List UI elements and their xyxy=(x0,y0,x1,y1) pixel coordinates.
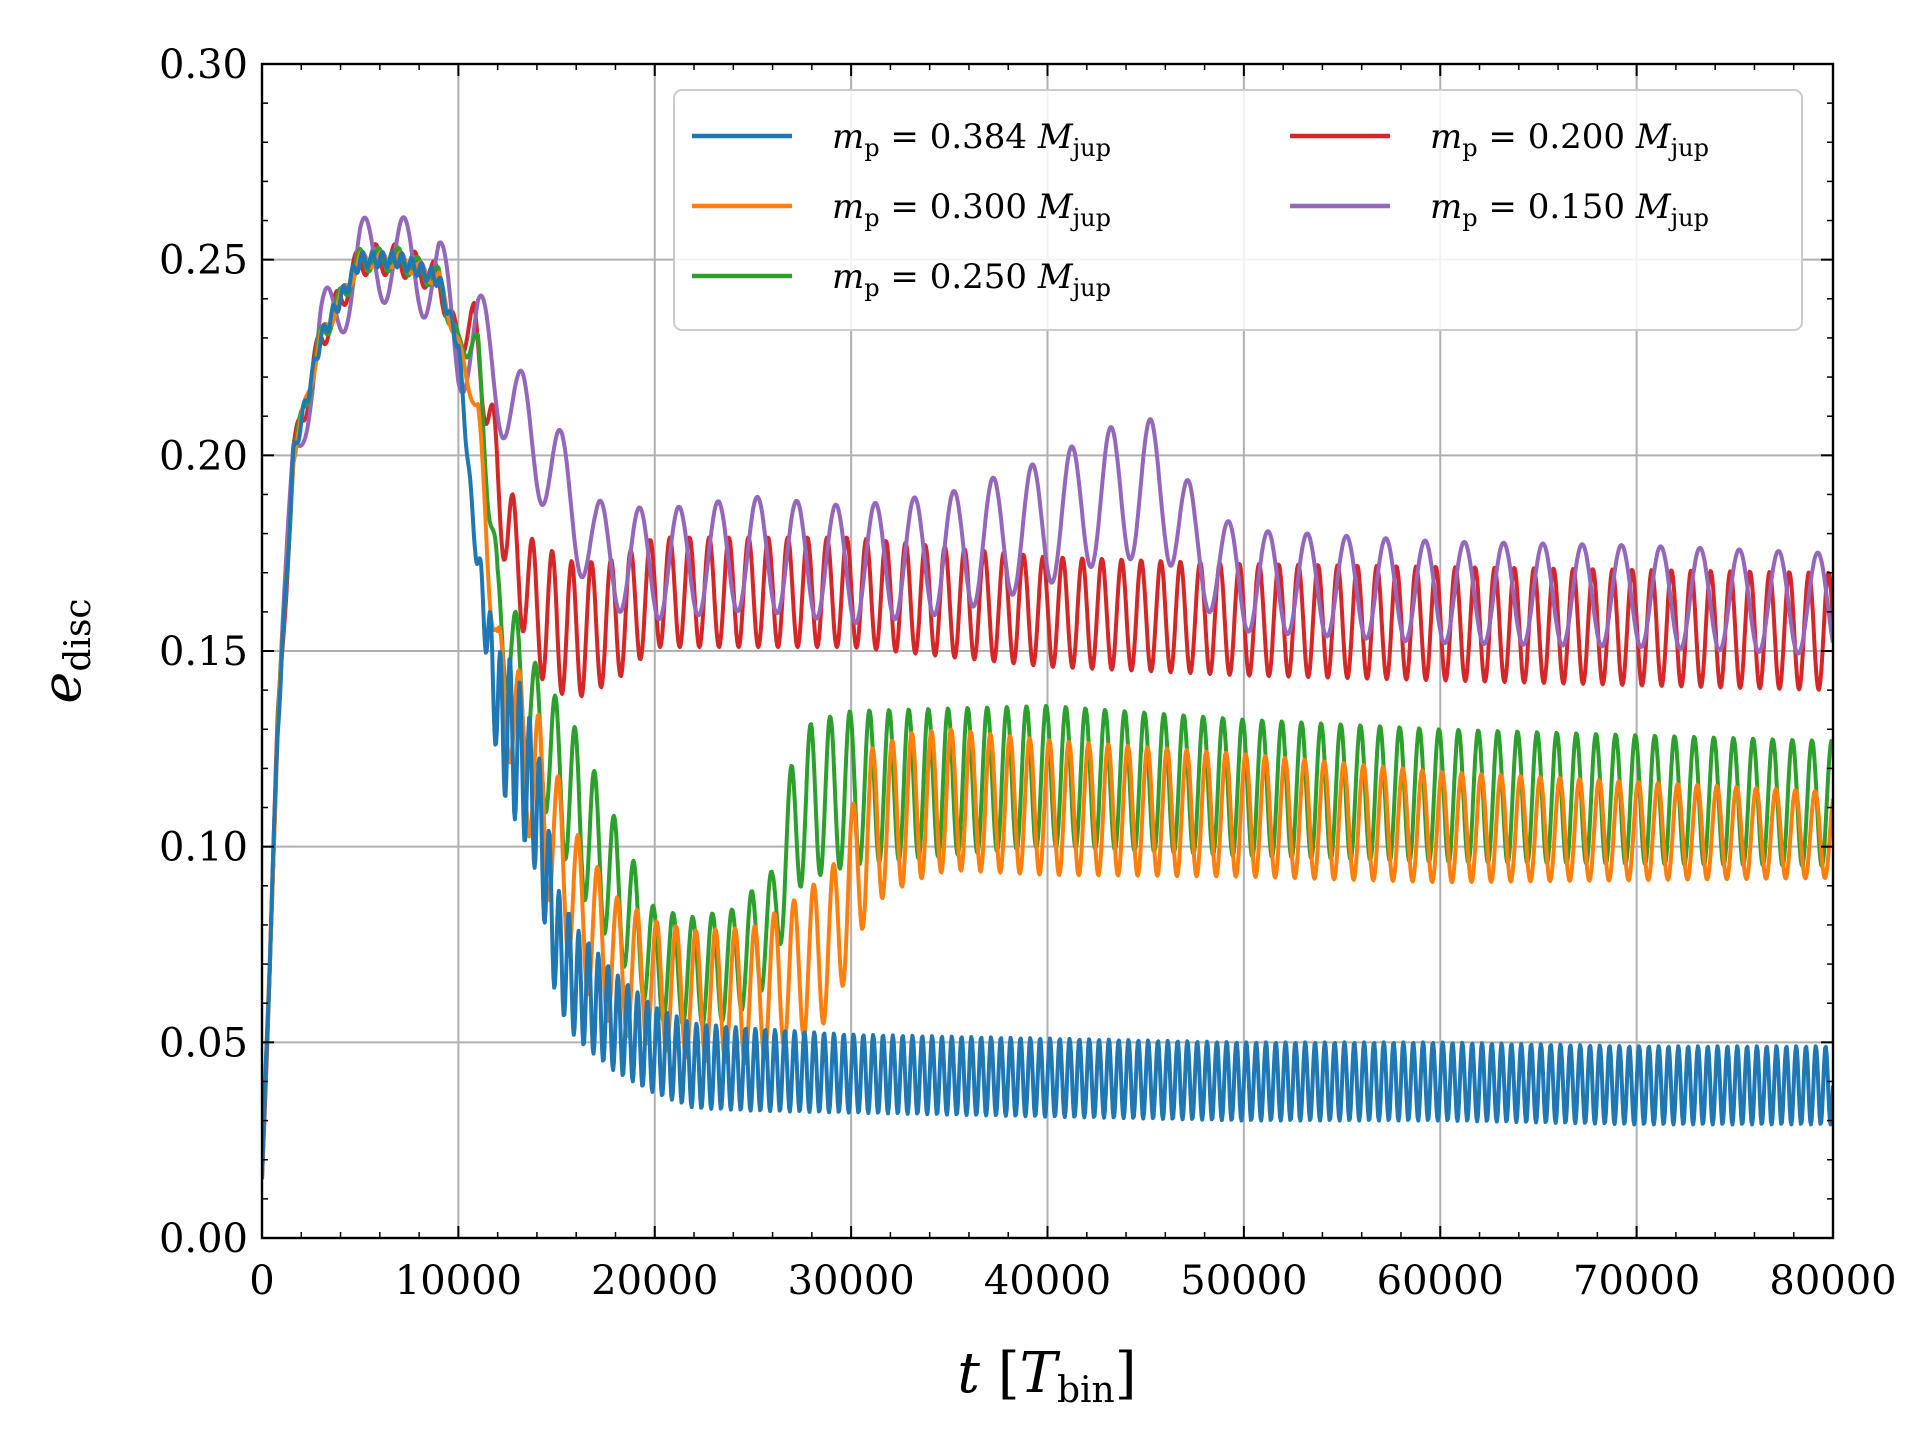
x-tick-label: 20000 xyxy=(591,1258,718,1304)
x-tick-label: 40000 xyxy=(984,1258,1111,1304)
series-line-1 xyxy=(262,249,1833,1173)
x-tick-label: 30000 xyxy=(788,1258,915,1304)
legend-item: mp = 0.250 Mjup xyxy=(692,257,1111,302)
legend-label: mp = 0.300 Mjup xyxy=(832,187,1111,232)
tick-labels: 0 10000 20000 30000 40000 50000 60000 70000 8000… xyxy=(159,42,1897,1304)
legend-box xyxy=(673,89,1803,331)
legend-item: mp = 0.384 Mjup xyxy=(692,117,1111,162)
y-tick-label: 0.25 xyxy=(159,238,248,284)
legend: mp = 0.384 Mjup mp = 0.300 Mjup mp = 0.250… xyxy=(673,89,1803,331)
legend-label: mp = 0.250 Mjup xyxy=(832,257,1111,302)
x-tick-label: 80000 xyxy=(1769,1258,1896,1304)
legend-label: mp = 0.384 Mjup xyxy=(832,117,1111,162)
legend-label: mp = 0.200 Mjup xyxy=(1430,117,1709,162)
x-tick-label: 0 xyxy=(249,1258,274,1304)
series-line-0 xyxy=(262,249,1833,1180)
legend-item: mp = 0.300 Mjup xyxy=(692,187,1111,232)
series-line-4 xyxy=(262,215,1833,1180)
series-line-3 xyxy=(262,242,1833,1178)
legend-label: mp = 0.150 Mjup xyxy=(1430,187,1709,232)
y-tick-label: 0.00 xyxy=(159,1216,248,1262)
y-tick-label: 0.05 xyxy=(159,1020,248,1066)
x-tick-label: 50000 xyxy=(1180,1258,1307,1304)
x-tick-label: 60000 xyxy=(1377,1258,1504,1304)
series-layer xyxy=(262,215,1833,1180)
y-axis-label: edisc xyxy=(30,598,99,703)
y-tick-label: 0.30 xyxy=(159,42,248,88)
ticks xyxy=(261,63,1834,1239)
x-tick-label: 70000 xyxy=(1573,1258,1700,1304)
x-axis-label: t [Tbin] xyxy=(957,1341,1136,1411)
y-tick-label: 0.15 xyxy=(159,629,248,675)
y-tick-label: 0.10 xyxy=(159,825,248,871)
legend-item: mp = 0.150 Mjup xyxy=(1290,187,1709,232)
y-tick-label: 0.20 xyxy=(159,433,248,479)
legend-item: mp = 0.200 Mjup xyxy=(1290,117,1709,162)
x-tick-label: 10000 xyxy=(395,1258,522,1304)
